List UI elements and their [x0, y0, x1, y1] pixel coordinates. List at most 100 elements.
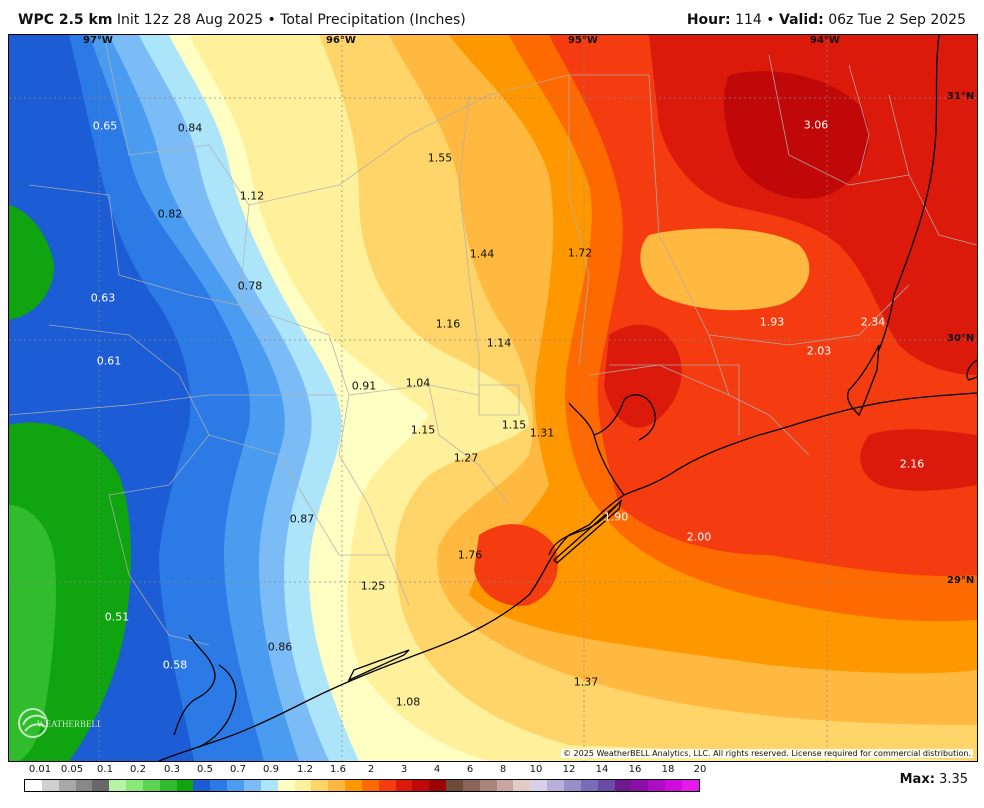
legend-tick: 18: [661, 764, 675, 775]
legend-swatch: [547, 780, 564, 791]
field-red-bay: [474, 524, 558, 606]
lon-label-94w: 94°W: [810, 35, 840, 46]
coastline: [158, 35, 977, 761]
legend-tick: 0.5: [197, 764, 213, 775]
lat-label-29n: 29°N: [947, 575, 975, 586]
valid-value: 06z Tue 2 Sep 2025: [828, 12, 966, 28]
legend-swatch: [126, 780, 143, 791]
legend-tick: 6: [466, 764, 474, 775]
legend-swatch: [210, 780, 228, 791]
legend-swatch: [41, 780, 59, 791]
field-orange-patch: [640, 228, 810, 311]
header-separator: •: [267, 12, 276, 28]
hour-value: 114: [735, 12, 762, 28]
legend-swatch: [614, 780, 632, 791]
legend-ticks: 0.01 0.05 0.1 0.2 0.3 0.5 0.7 0.9 1.2 1.…: [24, 764, 707, 778]
legend-tick: 4: [433, 764, 441, 775]
lat-label-30n: 30°N: [947, 333, 975, 344]
lon-label-95w: 95°W: [568, 35, 598, 46]
product-name: Total Precipitation (Inches): [280, 12, 466, 28]
field-red-east: [860, 429, 977, 491]
header-separator-2: •: [766, 12, 775, 28]
legend-swatch: [446, 780, 463, 791]
legend-tick: 20: [693, 764, 707, 775]
legend-swatch: [109, 780, 127, 791]
value-label: 3.06: [803, 118, 829, 132]
legend-swatch: [75, 780, 93, 791]
value-label: 1.44: [469, 247, 495, 261]
precip-map[interactable]: 97°W 96°W 95°W 94°W 31°N 30°N 29°N 0.65 …: [8, 34, 978, 762]
legend-swatch: [648, 780, 666, 791]
value-label: 1.15: [501, 418, 527, 432]
value-label: 1.93: [759, 315, 785, 329]
legend-swatch: [412, 780, 430, 791]
value-label: 1.15: [410, 423, 436, 437]
value-label: 1.08: [395, 695, 421, 709]
legend-swatch: [294, 780, 312, 791]
value-label: 1.72: [567, 246, 593, 260]
value-label: 0.51: [104, 610, 130, 624]
value-label: 2.00: [686, 530, 712, 544]
legend-tick: 1.6: [330, 764, 346, 775]
legend-swatch: [142, 780, 160, 791]
valid-label: Valid:: [779, 12, 824, 28]
legend-swatch: [328, 780, 346, 791]
value-label: 1.55: [427, 151, 453, 165]
legend-tick: 8: [499, 764, 507, 775]
legend-swatch: [564, 780, 581, 791]
legend-swatch: [378, 780, 396, 791]
legend-swatch: [513, 780, 531, 791]
legend-swatch: [665, 780, 682, 791]
legend-tick: 14: [595, 764, 609, 775]
legend-swatch: [311, 780, 329, 791]
latlon-grid: [9, 35, 977, 761]
lon-label-96w: 96°W: [326, 35, 356, 46]
legend-swatch: [345, 780, 362, 791]
legend-tick: 0.3: [164, 764, 180, 775]
legend-swatch: [25, 780, 42, 791]
legend-tick: 0.9: [263, 764, 279, 775]
value-label: 1.12: [239, 189, 265, 203]
legend-tick: 3: [400, 764, 408, 775]
copyright-notice: © 2025 WeatherBELL Analytics, LLC. All r…: [561, 749, 973, 758]
value-label: 2.34: [860, 315, 886, 329]
legend-tick: 0.01: [28, 764, 52, 775]
header-right: Hour: 114 • Valid: 06z Tue 2 Sep 2025: [687, 12, 966, 28]
value-label: 1.04: [405, 376, 431, 390]
field-dark-red-core: [723, 71, 869, 199]
model-name: WPC 2.5 km: [18, 12, 113, 28]
legend-swatch: [243, 780, 261, 791]
value-label: 0.91: [351, 379, 377, 393]
precip-field: [9, 35, 977, 761]
value-label: 0.78: [237, 279, 263, 293]
value-label: 1.37: [573, 675, 599, 689]
value-label: 1.16: [435, 317, 461, 331]
legend-swatch: [227, 780, 244, 791]
legend-swatch: [530, 780, 548, 791]
value-label: 0.58: [162, 658, 188, 672]
legend-swatch: [193, 780, 211, 791]
logo-text: WEATHERBELL: [37, 719, 101, 729]
value-label: 0.87: [289, 512, 315, 526]
legend-swatch: [395, 780, 413, 791]
legend-swatch: [58, 780, 76, 791]
legend-swatch: [631, 780, 649, 791]
weatherbell-logo-mark: WEATHERBELL: [18, 708, 101, 738]
value-label: 1.31: [529, 426, 555, 440]
legend-swatch: [361, 780, 379, 791]
weatherbell-logo: WEATHERBELL: [17, 703, 101, 743]
legend-swatch: [176, 780, 194, 791]
max-label: Max:: [899, 772, 935, 787]
legend-tick: 0.05: [60, 764, 84, 775]
max-value: 3.35: [939, 772, 968, 787]
legend-tick: 1.2: [297, 764, 313, 775]
value-label: 1.14: [486, 336, 512, 350]
value-label: 1.76: [457, 548, 483, 562]
legend-swatch: [92, 780, 110, 791]
legend-tick: 0.1: [97, 764, 113, 775]
value-label: 0.63: [90, 291, 116, 305]
value-label: 1.25: [360, 579, 386, 593]
value-label: 0.61: [96, 354, 122, 368]
value-label: 0.82: [157, 207, 183, 221]
legend-color-bar: [24, 779, 700, 792]
